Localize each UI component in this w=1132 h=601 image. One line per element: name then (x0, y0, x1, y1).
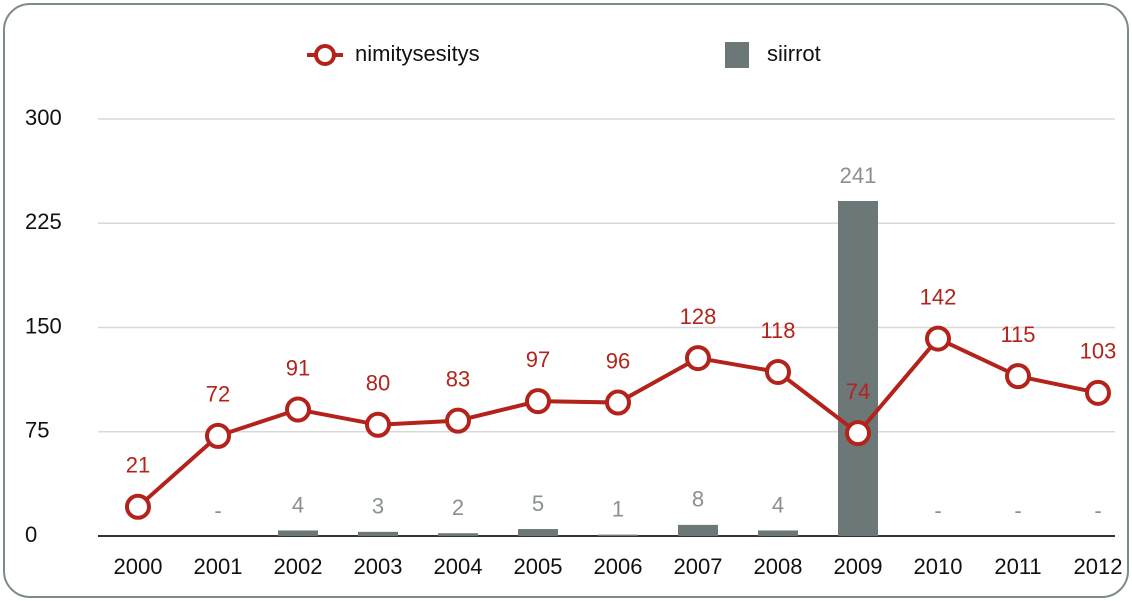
bar-value-label: 241 (840, 163, 877, 188)
x-tick-label: 2002 (274, 554, 323, 579)
legend-label: siirrot (767, 41, 821, 66)
line-value-label: 118 (760, 318, 795, 343)
line-point (925, 325, 951, 352)
line-point (1085, 379, 1111, 406)
x-tick-label: 2009 (834, 554, 883, 579)
y-tick-label: 0 (25, 522, 37, 547)
bar (278, 530, 318, 536)
y-tick-label: 150 (25, 313, 62, 338)
x-tick-label: 2001 (194, 554, 243, 579)
line-value-label: 72 (206, 382, 230, 407)
legend-marker (314, 44, 336, 66)
line-value-label: 74 (846, 379, 870, 404)
line-point (525, 388, 551, 415)
x-tick-label: 2011 (994, 554, 1041, 579)
y-tick-label: 225 (25, 209, 62, 234)
y-tick-label: 75 (25, 418, 49, 443)
bar-value-label: - (1094, 498, 1101, 523)
x-tick-label: 2008 (754, 554, 803, 579)
x-tick-label: 2000 (114, 554, 163, 579)
frame (3, 3, 1129, 598)
line-value-label: 80 (366, 371, 390, 396)
bar-value-label: 8 (692, 487, 704, 512)
x-tick-label: 2005 (514, 554, 563, 579)
bar-value-label: 1 (612, 496, 624, 521)
bar-value-label: 3 (372, 494, 384, 519)
bar-value-label: 4 (772, 492, 784, 517)
bar (358, 531, 398, 536)
legend-marker (725, 42, 749, 68)
legend-label: nimitysesitys (355, 41, 480, 66)
line-point (685, 345, 711, 372)
line-point (365, 411, 391, 438)
x-tick-label: 2004 (434, 554, 483, 579)
bar (678, 524, 718, 536)
x-tick-label: 2006 (594, 554, 643, 579)
line-value-label: 21 (126, 453, 150, 478)
y-tick-label: 300 (25, 105, 62, 130)
line-value-label: 96 (606, 348, 630, 373)
x-tick-label: 2007 (674, 554, 723, 579)
line-point (845, 420, 871, 447)
line-point (765, 358, 791, 385)
bar-value-label: - (214, 498, 221, 523)
line-value-label: 115 (1000, 322, 1035, 347)
x-tick-label: 2003 (354, 554, 403, 579)
bar-value-label: 4 (292, 492, 304, 517)
bar-value-label: - (1014, 498, 1021, 523)
bar-value-label: 5 (532, 491, 544, 516)
line-value-label: 128 (680, 304, 717, 329)
line-point (285, 396, 311, 423)
bar (518, 529, 558, 536)
line-point (605, 389, 631, 416)
line-point (1005, 363, 1031, 390)
line-value-label: 142 (920, 284, 957, 309)
line-point (125, 493, 151, 520)
bar-value-label: - (934, 498, 941, 523)
line-point (205, 422, 231, 449)
bar-value-label: 2 (452, 495, 464, 520)
bar (598, 534, 638, 536)
line-value-label: 83 (446, 366, 470, 391)
line-point (445, 407, 471, 434)
line-value-label: 103 (1080, 339, 1117, 364)
bar (438, 533, 478, 536)
bar (758, 530, 798, 536)
x-tick-label: 2010 (914, 554, 963, 579)
x-tick-label: 2012 (1074, 554, 1123, 579)
bar (838, 201, 878, 536)
line-value-label: 91 (286, 355, 310, 380)
line-value-label: 97 (526, 347, 550, 372)
